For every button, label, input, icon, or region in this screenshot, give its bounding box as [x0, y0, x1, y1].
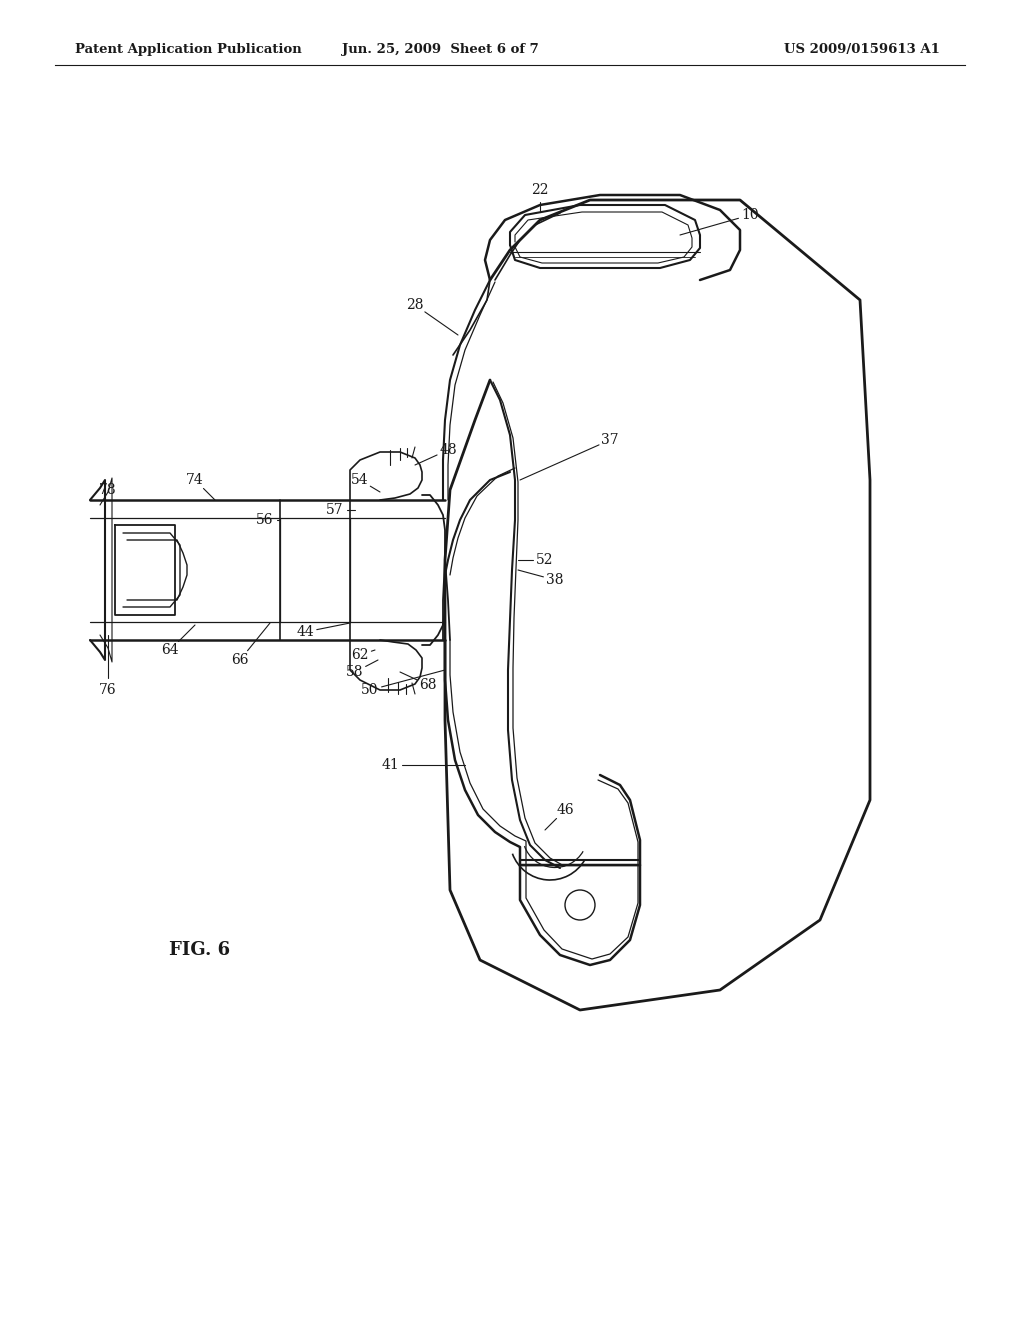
Text: 46: 46 — [556, 803, 573, 817]
Text: 68: 68 — [419, 678, 437, 692]
Text: 66: 66 — [231, 653, 249, 667]
Text: 22: 22 — [531, 183, 549, 197]
Text: 41: 41 — [381, 758, 399, 772]
Text: 37: 37 — [601, 433, 618, 447]
Text: Jun. 25, 2009  Sheet 6 of 7: Jun. 25, 2009 Sheet 6 of 7 — [342, 44, 539, 57]
Text: US 2009/0159613 A1: US 2009/0159613 A1 — [784, 44, 940, 57]
Text: 58: 58 — [346, 665, 364, 678]
Text: 38: 38 — [546, 573, 564, 587]
Text: Patent Application Publication: Patent Application Publication — [75, 44, 302, 57]
Text: 54: 54 — [351, 473, 369, 487]
Text: 52: 52 — [537, 553, 554, 568]
Text: 76: 76 — [99, 682, 117, 697]
Text: 10: 10 — [741, 209, 759, 222]
Text: 62: 62 — [351, 648, 369, 663]
Text: 50: 50 — [361, 682, 379, 697]
Text: 78: 78 — [99, 483, 117, 498]
Text: 74: 74 — [186, 473, 204, 487]
Text: 57: 57 — [327, 503, 344, 517]
Text: 56: 56 — [256, 513, 273, 527]
Text: 28: 28 — [407, 298, 424, 312]
Text: 48: 48 — [439, 444, 457, 457]
Text: 64: 64 — [161, 643, 179, 657]
Text: FIG. 6: FIG. 6 — [169, 941, 230, 960]
Text: 44: 44 — [296, 624, 314, 639]
